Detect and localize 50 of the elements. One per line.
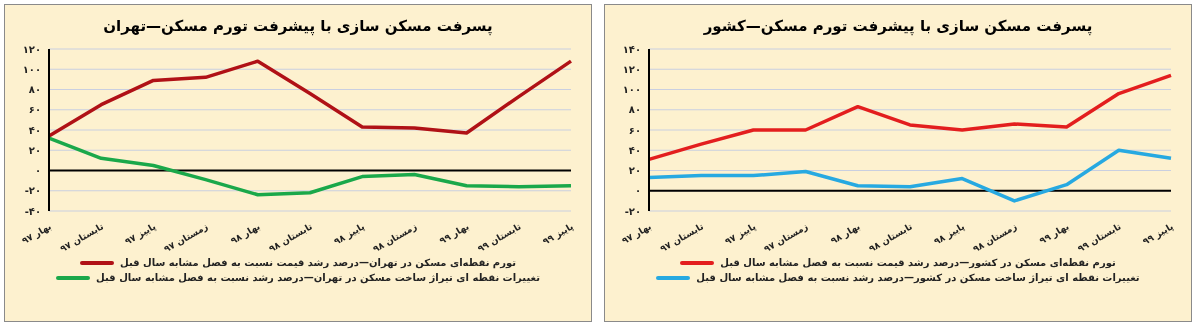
y-tick-label: ۲۰ — [28, 144, 41, 156]
y-tick-label: ۱۲۰ — [22, 43, 41, 55]
x-tick-label: بهار ۹۸ — [829, 221, 863, 247]
x-tick-label: تابستان ۹۷ — [658, 221, 706, 255]
x-tick-label: پاییز ۹۷ — [723, 221, 758, 248]
y-tick-label: ۰ — [634, 185, 641, 197]
x-tick-label: تابستان ۹۹ — [1076, 221, 1123, 255]
legend-label: تورم نقطه‌ای مسکن در کشور—درصد رشد قیمت نسبت به فصل مشابه سال قبل — [720, 257, 1116, 268]
line-series — [647, 148, 1173, 203]
y-tick-label: -۲۰ — [624, 205, 641, 217]
chart-title: پسرفت مسکن سازی با پیشرفت تورم مسکن—تهران — [102, 17, 494, 38]
line-series — [47, 59, 573, 138]
x-tick-label: زمستان ۹۸ — [371, 221, 419, 256]
x-tick-label: تابستان ۹۷ — [58, 221, 106, 255]
x-tick-label: بهار ۹۷ — [20, 221, 54, 247]
x-tick-label: پاییز ۹۸ — [932, 221, 967, 248]
x-tick-label: بهار ۹۷ — [620, 221, 654, 247]
x-tick-label: پاییز ۹۹ — [540, 221, 576, 248]
x-tick-label: بهار ۹۹ — [437, 221, 472, 247]
line-series — [647, 73, 1173, 162]
x-tick-label: تابستان ۹۸ — [867, 221, 914, 255]
chart-title: پسرفت مسکن سازی با پیشرفت تورم مسکن—کشور — [702, 17, 1094, 38]
y-tick-label: ۱۲۰ — [622, 63, 641, 75]
y-tick-label: ۰ — [34, 165, 41, 177]
y-tick-label: ۱۴۰ — [622, 43, 641, 55]
legend-label: تورم نقطه‌ای مسکن در تهران—درصد رشد قیمت نسبت به فصل مشابه سال قبل — [120, 257, 516, 268]
x-tick-label: پاییز ۹۸ — [332, 221, 367, 248]
y-tick-label: -۴۰ — [24, 205, 41, 217]
x-tick-label: تابستان ۹۸ — [267, 221, 314, 255]
x-tick-label: زمستان ۹۷ — [762, 221, 811, 256]
x-tick-label: تابستان ۹۹ — [476, 221, 523, 255]
x-tick-label: پاییز ۹۹ — [1140, 221, 1176, 248]
x-tick-label: زمستان ۹۸ — [971, 221, 1019, 256]
y-tick-label: ۸۰ — [628, 104, 641, 116]
y-tick-label: ۶۰ — [628, 124, 641, 136]
x-tick-label: بهار ۹۸ — [229, 221, 263, 247]
x-tick-label: زمستان ۹۷ — [162, 221, 211, 256]
y-tick-label: ۱۰۰ — [22, 63, 41, 75]
y-tick-label: ۸۰ — [28, 84, 41, 96]
y-tick-label: ۱۰۰ — [622, 84, 641, 96]
y-tick-label: ۶۰ — [28, 104, 41, 116]
y-tick-label: ۴۰ — [628, 144, 641, 156]
y-tick-label: ۴۰ — [28, 124, 41, 136]
y-tick-label: -۲۰ — [24, 185, 41, 197]
x-tick-label: پاییز ۹۷ — [123, 221, 158, 248]
legend-label: تغییرات نقطه ای تیراژ ساخت مسکن در تهران—درصد رشد نسبت به فصل مشابه سال قبل — [96, 272, 540, 283]
legend-label: تغییرات نقطه ای تیراژ ساخت مسکن در کشور—درصد رشد نسبت به فصل مشابه سال قبل — [696, 272, 1140, 283]
y-tick-label: ۲۰ — [628, 165, 641, 177]
line-series — [47, 136, 573, 197]
x-tick-label: بهار ۹۹ — [1037, 221, 1072, 247]
